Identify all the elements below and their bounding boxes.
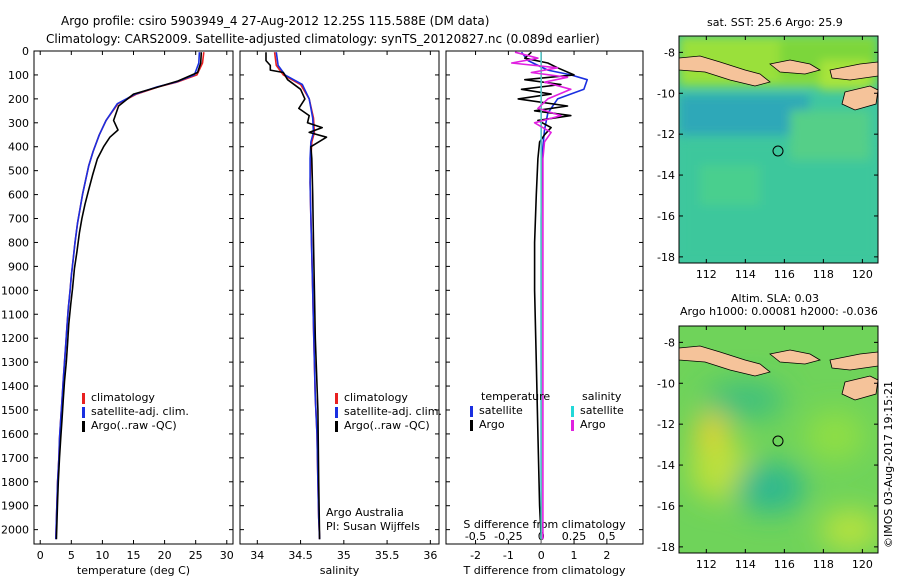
x-tick-label: 34.5 <box>288 549 313 562</box>
legend-diff-temp-argo-swatch <box>470 419 473 431</box>
series-line-salinity-argo <box>510 51 572 540</box>
y-tick-label: 400 <box>8 141 29 154</box>
y-tick-label: 1700 <box>1 452 29 465</box>
legend-climatology-sal-swatch <box>335 392 338 404</box>
legend-satellite-swatch <box>82 406 85 418</box>
legend-satellite-sal-label: satellite-adj. clim. <box>344 405 442 418</box>
legend-climatology: climatology <box>82 392 155 404</box>
x-top-tick-label: 0.5 <box>598 530 616 543</box>
chart-title-line2: Climatology: CARS2009. Satellite-adjuste… <box>46 32 600 46</box>
map-bottom-title-line2: Argo h1000: 0.00081 h2000: -0.036 <box>680 305 878 318</box>
legend-satellite-label: satellite-adj. clim. <box>91 405 189 418</box>
legend-diff-temp-satellite-label: satellite <box>479 404 523 417</box>
legend-satellite: satellite-adj. clim. <box>82 406 189 418</box>
y-tick-label: 700 <box>8 213 29 226</box>
x-axis-label: T difference from climatology <box>463 564 626 577</box>
x-top-tick-label: 0.25 <box>562 530 587 543</box>
credit-line1: Argo Australia <box>326 506 404 519</box>
legend-argo: Argo(..raw -QC) <box>82 420 177 432</box>
y-tick-label: 600 <box>8 189 29 202</box>
legend-climatology-sal-label: climatology <box>344 391 408 404</box>
legend-diff-sal-satellite-swatch <box>571 405 574 417</box>
x-tick-label: 35 <box>337 549 351 562</box>
legend-diff-temp-argo: Argo <box>470 419 505 431</box>
y-tick-label: 900 <box>8 260 29 273</box>
legend-diff-temp-argo-label: Argo <box>479 418 505 431</box>
series-line-argo-raw-qc- <box>55 52 203 540</box>
x-tick-label: 1 <box>571 549 578 562</box>
legend-argo-swatch <box>82 420 85 432</box>
x-tick-label: 10 <box>95 549 109 562</box>
legend-diff-sal-argo-label: Argo <box>580 418 606 431</box>
series-line-argo-raw-qc- <box>265 52 328 540</box>
x-tick-label: 2 <box>603 549 610 562</box>
y-tick-label: 1400 <box>1 380 29 393</box>
legend-diff-sal-satellite: satellite <box>571 405 624 417</box>
x-tick-label: 20 <box>158 549 172 562</box>
legend-diff-salinity-heading: salinity <box>582 390 622 403</box>
y-tick-label: 1800 <box>1 476 29 489</box>
y-tick-label: 1100 <box>1 308 29 321</box>
y-tick-label: 200 <box>8 93 29 106</box>
map-bottom-title-line1: Altim. SLA: 0.03 <box>731 292 820 305</box>
x-axis-label: temperature (deg C) <box>77 564 190 577</box>
y-tick-label: 0 <box>22 45 29 58</box>
legend-diff-sal-satellite-label: satellite <box>580 404 624 417</box>
x-tick-label: 25 <box>189 549 203 562</box>
x-tick-label: 34 <box>250 549 264 562</box>
y-tick-label: 1200 <box>1 332 29 345</box>
imos-stamp: ©IMOS 03-Aug-2017 19:15:21 <box>882 381 895 548</box>
credit-line2: PI: Susan Wijffels <box>326 520 420 533</box>
x-tick-label: 15 <box>127 549 141 562</box>
y-tick-label: 1500 <box>1 404 29 417</box>
difference-panel: -2 -1 0 1 2-0.5 -0.25 0 0.25 0.5S difference fro… <box>445 50 644 577</box>
legend-satellite-sal-swatch <box>335 406 338 418</box>
y-tick-label: 2000 <box>1 524 29 537</box>
legend-climatology-label: climatology <box>91 391 155 404</box>
x-top-tick-label: -0.5 <box>465 530 486 543</box>
legend-diff-temp-satellite-swatch <box>470 405 473 417</box>
legend-diff-sal-argo: Argo <box>571 419 606 431</box>
salinity-panel: 34 34.5 35 35.5 36 salinity <box>239 50 440 577</box>
x-tick-label: -2 <box>470 549 481 562</box>
plot-frame <box>33 50 234 545</box>
temperature-panel: 0100200300400500600700800900100011001200… <box>1 45 234 577</box>
x-tick-label: -1 <box>503 549 514 562</box>
legend-argo-sal-label: Argo(..raw -QC) <box>344 419 430 432</box>
legend-satellite-sal: satellite-adj. clim. <box>335 406 442 418</box>
series-line-satellite-adj-clim- <box>275 52 321 540</box>
legend-diff-sal-argo-swatch <box>571 419 574 431</box>
legend-argo-sal-swatch <box>335 420 338 432</box>
x-tick-label: 30 <box>220 549 234 562</box>
y-tick-label: 100 <box>8 69 29 82</box>
y-tick-label: 800 <box>8 236 29 249</box>
series-line-temperature-argo <box>517 51 575 540</box>
legend-climatology-swatch <box>82 392 85 404</box>
y-tick-label: 1300 <box>1 356 29 369</box>
plot-frame <box>445 50 644 545</box>
y-tick-label: 1600 <box>1 428 29 441</box>
chart-title-line1: Argo profile: csiro 5903949_4 27-Aug-201… <box>61 14 490 28</box>
x-axis-label: salinity <box>320 564 360 577</box>
y-tick-label: 1900 <box>1 500 29 513</box>
x-tick-label: 36 <box>423 549 437 562</box>
legend-argo-sal: Argo(..raw -QC) <box>335 420 430 432</box>
legend-diff-temperature-heading: temperature <box>481 390 551 403</box>
x-top-axis-label: S difference from climatology <box>463 518 626 531</box>
x-tick-label: 5 <box>68 549 75 562</box>
legend-diff-temp-satellite: satellite <box>470 405 523 417</box>
x-tick-label: 0 <box>37 549 44 562</box>
y-tick-label: 1000 <box>1 284 29 297</box>
legend-climatology-sal: climatology <box>335 392 408 404</box>
y-tick-label: 300 <box>8 117 29 130</box>
map-top-title: sat. SST: 25.6 Argo: 25.9 <box>707 16 843 29</box>
x-top-tick-label: -0.25 <box>494 530 522 543</box>
x-tick-label: 0 <box>538 549 545 562</box>
plot-frame <box>239 50 440 545</box>
y-tick-label: 500 <box>8 165 29 178</box>
x-tick-label: 35.5 <box>375 549 400 562</box>
legend-argo-label: Argo(..raw -QC) <box>91 419 177 432</box>
